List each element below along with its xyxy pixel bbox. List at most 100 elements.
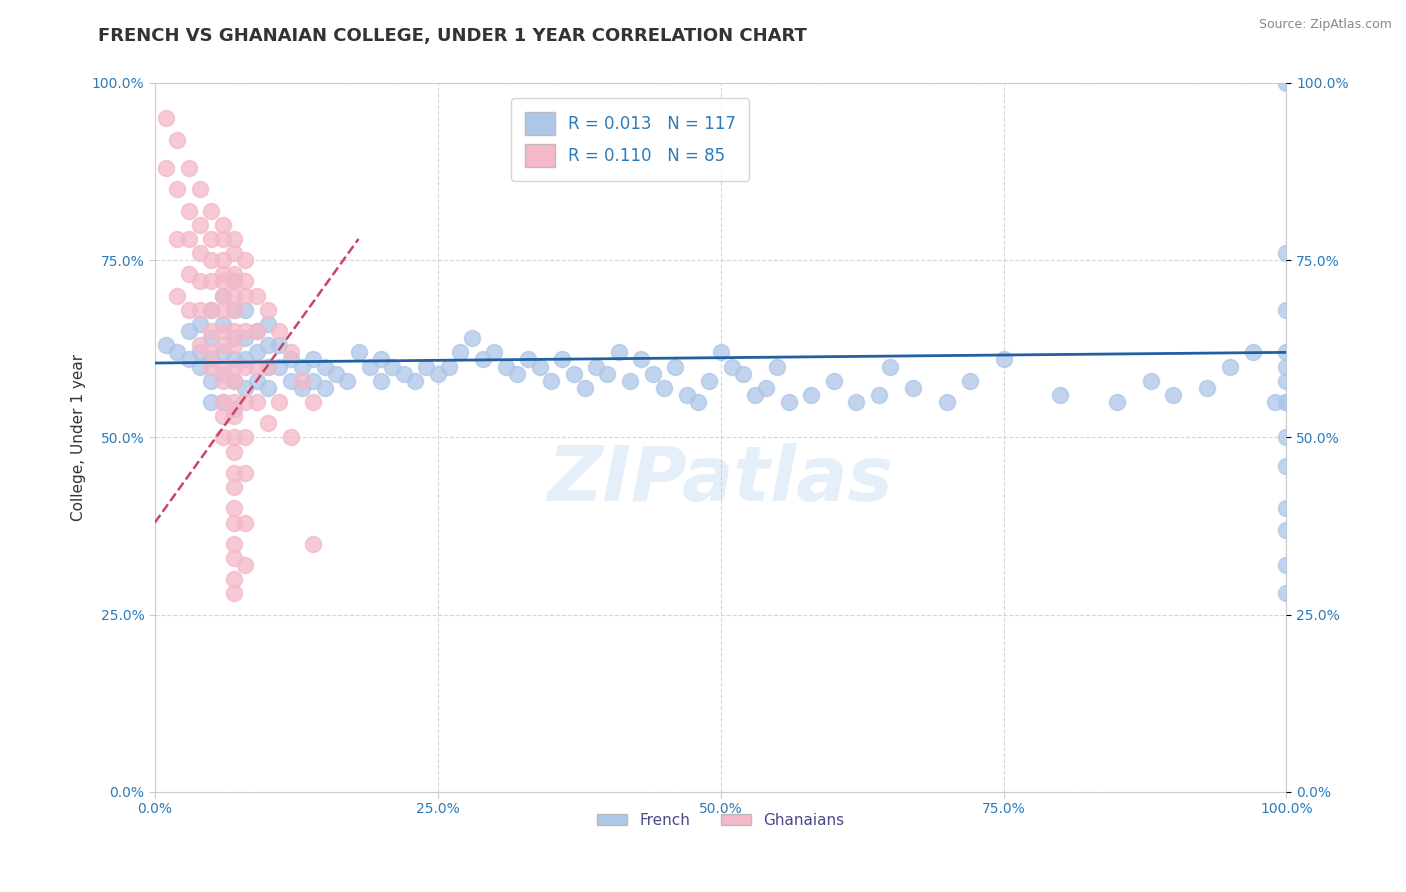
Point [177,232,200,246]
Point [222,501,245,516]
Point [1275,430,1298,444]
Point [733,367,755,381]
Point [879,359,901,374]
Point [200,253,222,268]
Point [529,359,551,374]
Point [188,275,211,289]
Point [710,345,733,359]
Point [235,430,257,444]
Point [235,558,257,572]
Point [257,317,280,331]
Point [235,381,257,395]
Point [200,352,222,367]
Point [675,388,697,402]
Point [246,359,269,374]
Point [188,182,211,196]
Point [257,338,280,352]
Point [200,203,222,218]
Point [495,359,517,374]
Point [562,367,585,381]
Point [222,275,245,289]
Point [641,367,664,381]
Point [211,268,233,282]
Point [211,345,233,359]
Point [901,381,924,395]
Point [177,352,200,367]
Point [200,374,222,388]
Point [200,331,222,345]
Point [235,466,257,480]
Point [222,275,245,289]
Point [166,345,188,359]
Point [257,359,280,374]
Point [211,338,233,352]
Point [235,275,257,289]
Point [222,402,245,417]
Point [246,345,269,359]
Point [291,359,314,374]
Point [235,516,257,530]
Point [257,359,280,374]
Point [188,246,211,260]
Point [211,430,233,444]
Point [222,572,245,586]
Point [177,268,200,282]
Point [222,268,245,282]
Point [1275,76,1298,90]
Point [449,345,471,359]
Point [314,359,336,374]
Point [222,430,245,444]
Point [188,302,211,317]
Point [222,516,245,530]
Point [222,331,245,345]
Point [222,302,245,317]
Point [392,367,415,381]
Point [370,374,392,388]
Point [291,374,314,388]
Point [585,359,607,374]
Point [269,359,291,374]
Point [235,331,257,345]
Point [1275,558,1298,572]
Point [235,359,257,374]
Point [460,331,482,345]
Point [280,352,302,367]
Point [211,218,233,232]
Point [699,374,721,388]
Point [246,395,269,409]
Point [1241,345,1264,359]
Point [246,374,269,388]
Point [766,359,789,374]
Point [166,182,188,196]
Point [868,388,890,402]
Point [222,352,245,367]
Point [778,395,800,409]
Point [155,338,177,352]
Point [652,381,675,395]
Point [302,352,325,367]
Point [211,324,233,338]
Point [280,374,302,388]
Point [280,430,302,444]
Point [222,551,245,566]
Point [211,317,233,331]
Point [607,345,630,359]
Point [155,161,177,175]
Point [200,324,222,338]
Point [1275,501,1298,516]
Point [222,480,245,494]
Point [845,395,868,409]
Point [200,345,222,359]
Point [222,586,245,600]
Point [222,324,245,338]
Point [211,288,233,302]
Point [1275,586,1298,600]
Point [1275,374,1298,388]
Point [222,359,245,374]
Point [437,359,460,374]
Point [188,345,211,359]
Point [177,203,200,218]
Point [235,324,257,338]
Point [235,253,257,268]
Point [551,352,574,367]
